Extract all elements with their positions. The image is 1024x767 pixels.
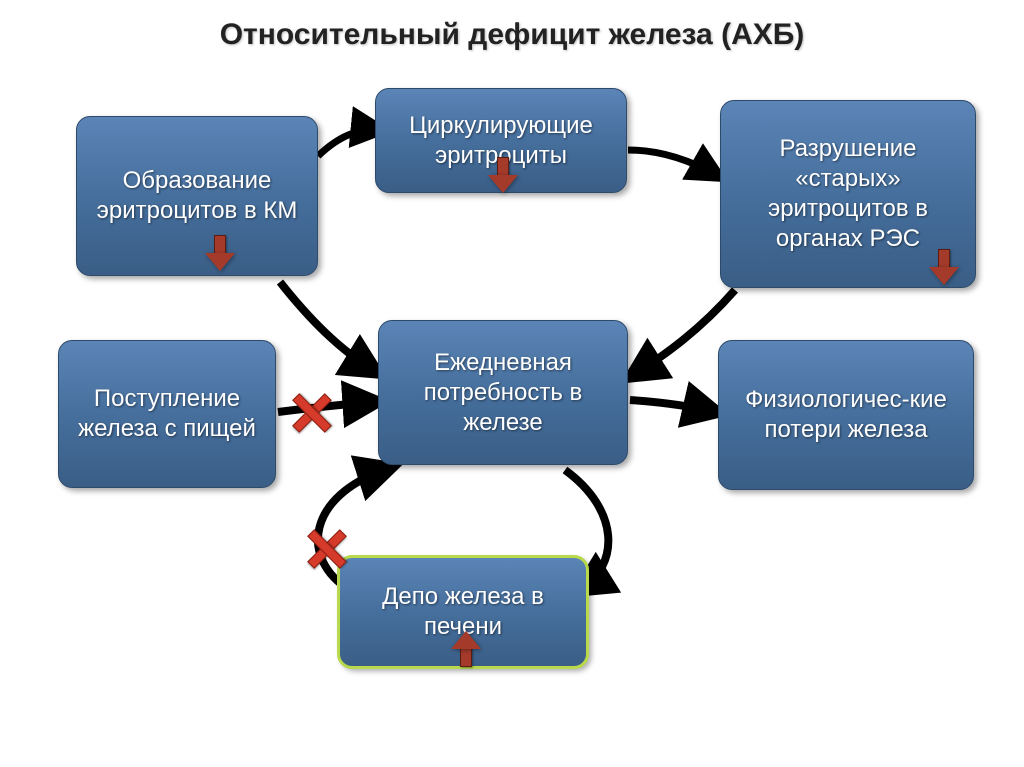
node-label: Поступление железа с пищей <box>69 384 265 444</box>
node-label: Физиологичес-кие потери железа <box>729 385 963 445</box>
edge-bm-to-need <box>280 282 376 372</box>
edge-need-to-loss <box>630 400 716 412</box>
node-label: Образование эритроцитов в КМ <box>87 166 307 226</box>
down-arrow-icon <box>929 249 959 285</box>
down-arrow-icon <box>205 235 235 271</box>
edge-circ-to-destr <box>628 150 718 176</box>
node-label: Разрушение «старых» эритроцитов в органа… <box>731 134 965 254</box>
node-intake: Поступление железа с пищей <box>58 340 276 488</box>
node-circulating: Циркулирующие эритроциты <box>375 88 627 193</box>
diagram-title: Относительный дефицит железа (АХБ) <box>0 18 1024 52</box>
node-daily-need: Ежедневная потребность в железе <box>378 320 628 465</box>
cross-icon <box>290 392 330 432</box>
node-label: Ежедневная потребность в железе <box>389 348 617 438</box>
down-arrow-icon <box>488 157 518 193</box>
cross-icon <box>305 528 345 568</box>
node-liver-depot: Депо железа в печени <box>338 556 588 668</box>
edge-bm-to-circ <box>318 130 380 156</box>
node-destruction: Разрушение «старых» эритроцитов в органа… <box>720 100 976 288</box>
node-bm-formation: Образование эритроцитов в КМ <box>76 116 318 276</box>
up-arrow-icon <box>451 631 481 667</box>
node-phys-loss: Физиологичес-кие потери железа <box>718 340 974 490</box>
